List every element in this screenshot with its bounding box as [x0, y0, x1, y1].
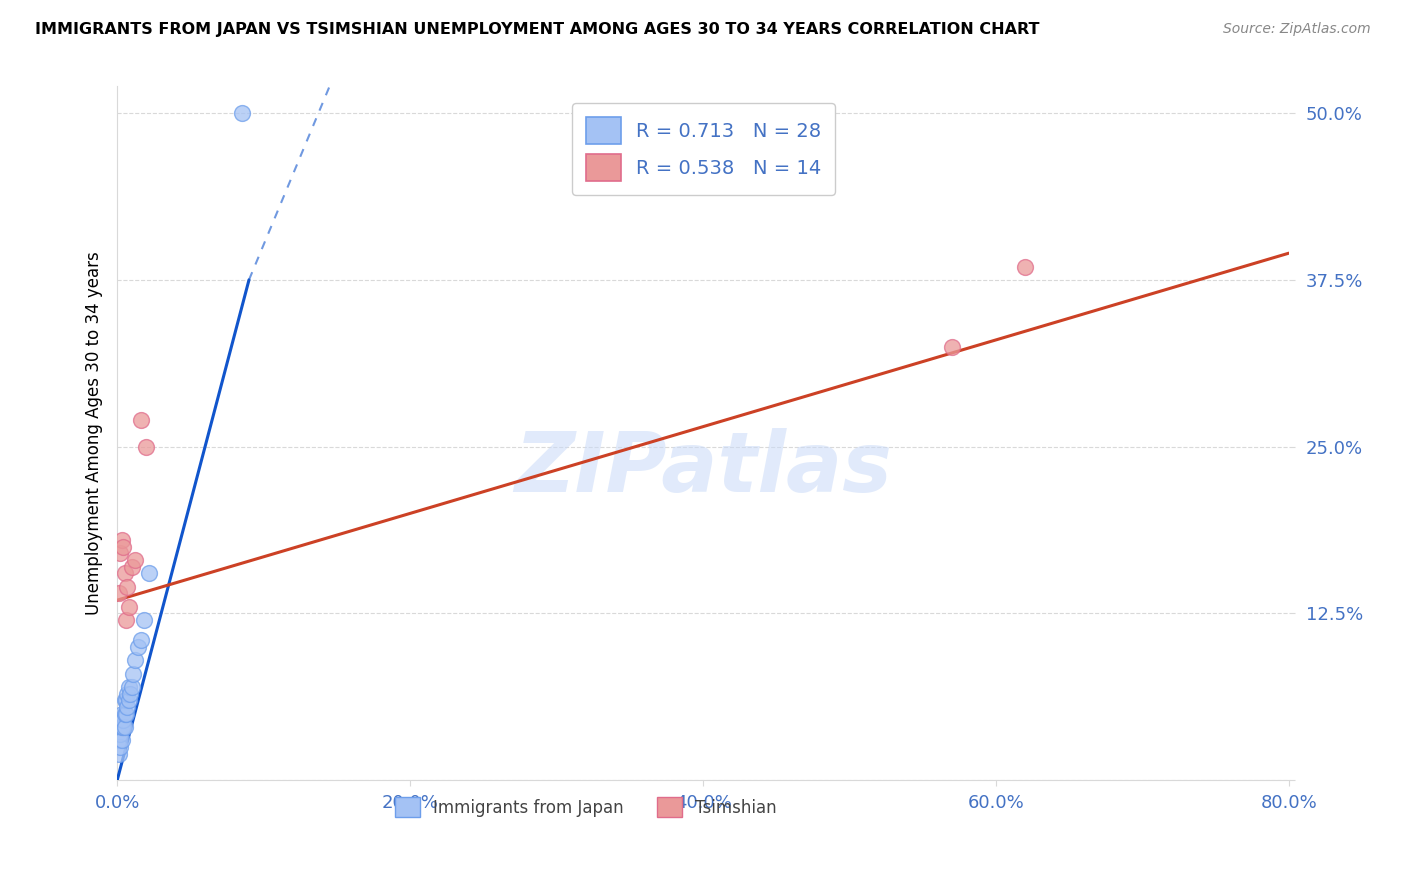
Point — [121, 559, 143, 574]
Point — [124, 653, 146, 667]
Point — [107, 747, 129, 761]
Point — [115, 613, 138, 627]
Point — [107, 586, 129, 600]
Point — [135, 440, 157, 454]
Point — [112, 540, 135, 554]
Point — [114, 693, 136, 707]
Point — [120, 687, 142, 701]
Point — [121, 680, 143, 694]
Legend: Immigrants from Japan, Tsimshian: Immigrants from Japan, Tsimshian — [388, 790, 783, 824]
Point — [108, 739, 131, 754]
Point — [110, 733, 132, 747]
Point — [129, 633, 152, 648]
Y-axis label: Unemployment Among Ages 30 to 34 years: Unemployment Among Ages 30 to 34 years — [86, 252, 103, 615]
Point — [115, 693, 138, 707]
Point — [127, 640, 149, 654]
Point — [122, 666, 145, 681]
Point — [132, 613, 155, 627]
Point — [107, 733, 129, 747]
Point — [138, 566, 160, 581]
Point — [108, 720, 131, 734]
Point — [114, 720, 136, 734]
Text: Source: ZipAtlas.com: Source: ZipAtlas.com — [1223, 22, 1371, 37]
Point — [110, 706, 132, 721]
Point — [1014, 260, 1036, 274]
Point — [114, 566, 136, 581]
Point — [110, 720, 132, 734]
Point — [231, 106, 253, 120]
Point — [110, 533, 132, 547]
Point — [118, 680, 141, 694]
Point — [112, 713, 135, 727]
Point — [941, 340, 963, 354]
Point — [124, 553, 146, 567]
Point — [129, 413, 152, 427]
Point — [117, 687, 139, 701]
Point — [112, 720, 135, 734]
Point — [117, 699, 139, 714]
Point — [114, 706, 136, 721]
Point — [118, 693, 141, 707]
Point — [115, 706, 138, 721]
Point — [118, 599, 141, 614]
Point — [108, 546, 131, 560]
Point — [108, 726, 131, 740]
Point — [117, 580, 139, 594]
Text: IMMIGRANTS FROM JAPAN VS TSIMSHIAN UNEMPLOYMENT AMONG AGES 30 TO 34 YEARS CORREL: IMMIGRANTS FROM JAPAN VS TSIMSHIAN UNEMP… — [35, 22, 1039, 37]
Text: ZIPatlas: ZIPatlas — [515, 427, 891, 508]
